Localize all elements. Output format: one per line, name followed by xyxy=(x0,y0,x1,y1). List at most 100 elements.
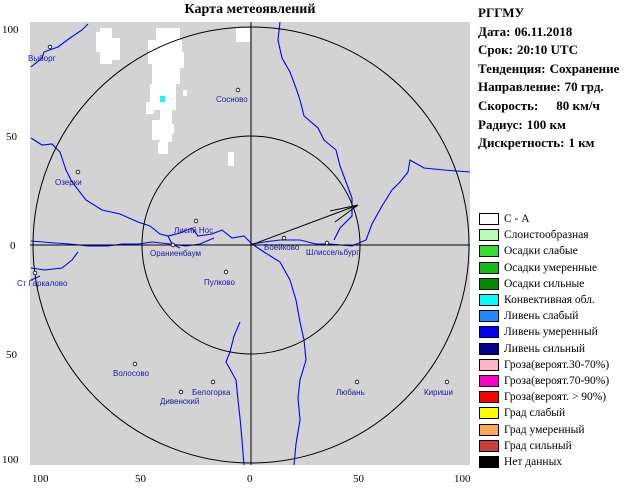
legend-label: Слоистообразная xyxy=(504,229,589,242)
axis-label-left-top: 100 xyxy=(2,24,19,36)
legend-swatch xyxy=(479,213,499,226)
legend-swatch xyxy=(479,455,499,468)
legend-label: Гроза(вероят.70-90%) xyxy=(504,374,610,387)
city-luban: Любань xyxy=(336,379,365,397)
legend-label: Осадки сильные xyxy=(504,277,585,290)
axis-label-bottom-50-left: 50 xyxy=(135,473,147,485)
legend-swatch xyxy=(479,423,499,436)
map-area[interactable] xyxy=(30,22,470,465)
legend-swatch xyxy=(479,229,499,242)
legend-item[interactable]: Конвективная обл. xyxy=(479,292,637,308)
city-shlisselburg: Шлиссельбург xyxy=(306,240,359,257)
legend-item[interactable]: Осадки умеренные xyxy=(479,260,637,276)
legend-swatch xyxy=(479,277,499,290)
info-date: Дата: 06.11.2018 xyxy=(478,23,638,42)
legend-swatch xyxy=(479,407,499,420)
date-value: 06.11.2018 xyxy=(514,23,573,39)
legend-item[interactable]: Нет данных xyxy=(479,454,637,470)
svg-text:Лисий Нос: Лисий Нос xyxy=(174,226,213,235)
speed-value: 80 км/ч xyxy=(556,97,600,113)
legend-label: Ливень слабый xyxy=(504,310,579,323)
legend-label: С - А xyxy=(504,213,530,226)
legend-label: Нет данных xyxy=(504,455,563,468)
legend-item[interactable]: Град слабый xyxy=(479,405,637,421)
info-trend: Тенденция: Сохранение xyxy=(478,60,638,79)
legend-item[interactable]: Ливень умеренный xyxy=(479,324,637,340)
svg-text:Кириши: Кириши xyxy=(424,388,453,397)
axis-label-bottom-50-right: 50 xyxy=(353,473,365,485)
legend-label: Ливень сильный xyxy=(504,342,585,355)
svg-text:Ст Гаркалово: Ст Гаркалово xyxy=(17,279,68,288)
org-name: РГГМУ xyxy=(478,5,525,20)
info-speed: Скорость: 80 км/ч xyxy=(478,97,638,116)
city-ozerki: Озерки xyxy=(55,169,82,187)
date-label: Дата: xyxy=(478,23,511,39)
legend-swatch xyxy=(479,326,499,339)
city-vyborg: Выборг xyxy=(28,44,56,63)
convective-echo xyxy=(160,96,165,102)
discreteness-label: Дискретность: xyxy=(478,135,565,151)
legend-item[interactable]: Ливень сильный xyxy=(479,341,637,357)
info-time: Срок: 20:10 UTC xyxy=(478,41,638,60)
legend-swatch xyxy=(479,358,499,371)
city-oranienbaum: Ораниенбаум xyxy=(150,242,201,258)
left-axis-labels: 100 50 0 50 100 xyxy=(2,24,19,466)
legend-item[interactable]: С - А xyxy=(479,211,637,227)
axis-label-left-50-top: 50 xyxy=(6,131,18,143)
legend-item[interactable]: Ливень слабый xyxy=(479,308,637,324)
legend-swatch xyxy=(479,439,499,452)
legend-label: Град слабый xyxy=(504,407,566,420)
svg-text:Воейково: Воейково xyxy=(264,243,300,252)
legend-item[interactable]: Осадки сильные xyxy=(479,276,637,292)
city-st-garkalovo: Ст Гаркалово xyxy=(17,270,68,288)
legend-item[interactable]: Гроза(вероят. > 90%) xyxy=(479,389,637,405)
legend-label: Ливень умеренный xyxy=(504,326,598,339)
axis-label-bottom-zero: 0 xyxy=(247,473,253,485)
legend-label: Осадки слабые xyxy=(504,245,578,258)
svg-text:Пулково: Пулково xyxy=(204,278,235,287)
svg-text:Выборг: Выборг xyxy=(28,54,56,63)
city-sosnovo: Сосново xyxy=(216,87,248,104)
svg-text:Любань: Любань xyxy=(336,388,365,397)
svg-text:Сосново: Сосново xyxy=(216,95,248,104)
time-value: 20:10 UTC xyxy=(516,42,578,58)
legend-swatch xyxy=(479,342,499,355)
info-radius: Радиус: 100 км xyxy=(478,116,638,135)
trend-value: Сохранение xyxy=(549,60,620,76)
legend-swatch xyxy=(479,261,499,274)
legend-swatch xyxy=(479,374,499,387)
legend-item[interactable]: Осадки слабые xyxy=(479,243,637,259)
svg-text:Дивенский: Дивенский xyxy=(160,397,199,406)
legend-item[interactable]: Гроза(вероят.70-90%) xyxy=(479,373,637,389)
legend-item[interactable]: Слоистообразная xyxy=(479,227,637,243)
axis-label-left-zero: 0 xyxy=(10,240,16,252)
city-divensky: Дивенский xyxy=(160,389,199,406)
discreteness-value: 1 км xyxy=(568,135,595,151)
map-title: Карта метеоявлений xyxy=(184,2,316,17)
legend-swatch xyxy=(479,310,499,323)
svg-text:Волосово: Волосово xyxy=(113,369,150,378)
legend-label: Конвективная обл. xyxy=(504,294,595,307)
svg-text:Озерки: Озерки xyxy=(55,178,82,187)
motion-arrow xyxy=(250,204,359,246)
axis-label-left-50-bottom: 50 xyxy=(6,349,18,361)
svg-text:Белогорка: Белогорка xyxy=(192,388,231,397)
direction-label: Направление: xyxy=(478,79,561,95)
city-voeikovo: Воейково xyxy=(264,235,300,252)
svg-text:Ораниенбаум: Ораниенбаум xyxy=(150,249,201,258)
legend-item[interactable]: Град сильный xyxy=(479,438,637,454)
legend-item[interactable]: Град умеренный xyxy=(479,421,637,437)
legend: С - А Слоистообразная Осадки слабые Осадки … xyxy=(479,211,637,470)
cities: Выборг Сосново Озерки Лисий Нос Ораниенб… xyxy=(17,44,453,406)
legend-swatch xyxy=(479,391,499,404)
direction-value: 70 грд. xyxy=(564,79,604,95)
speed-label: Скорость: xyxy=(478,97,539,113)
info-discreteness: Дискретность: 1 км xyxy=(478,134,638,153)
water-lines xyxy=(30,21,471,466)
info-direction: Направление: 70 грд. xyxy=(478,78,638,97)
legend-label: Град сильный xyxy=(504,439,572,452)
legend-item[interactable]: Гроза(вероят.30-70%) xyxy=(479,357,637,373)
city-volosovo: Волосово xyxy=(113,361,150,378)
axis-label-bottom-left: 100 xyxy=(32,473,49,485)
